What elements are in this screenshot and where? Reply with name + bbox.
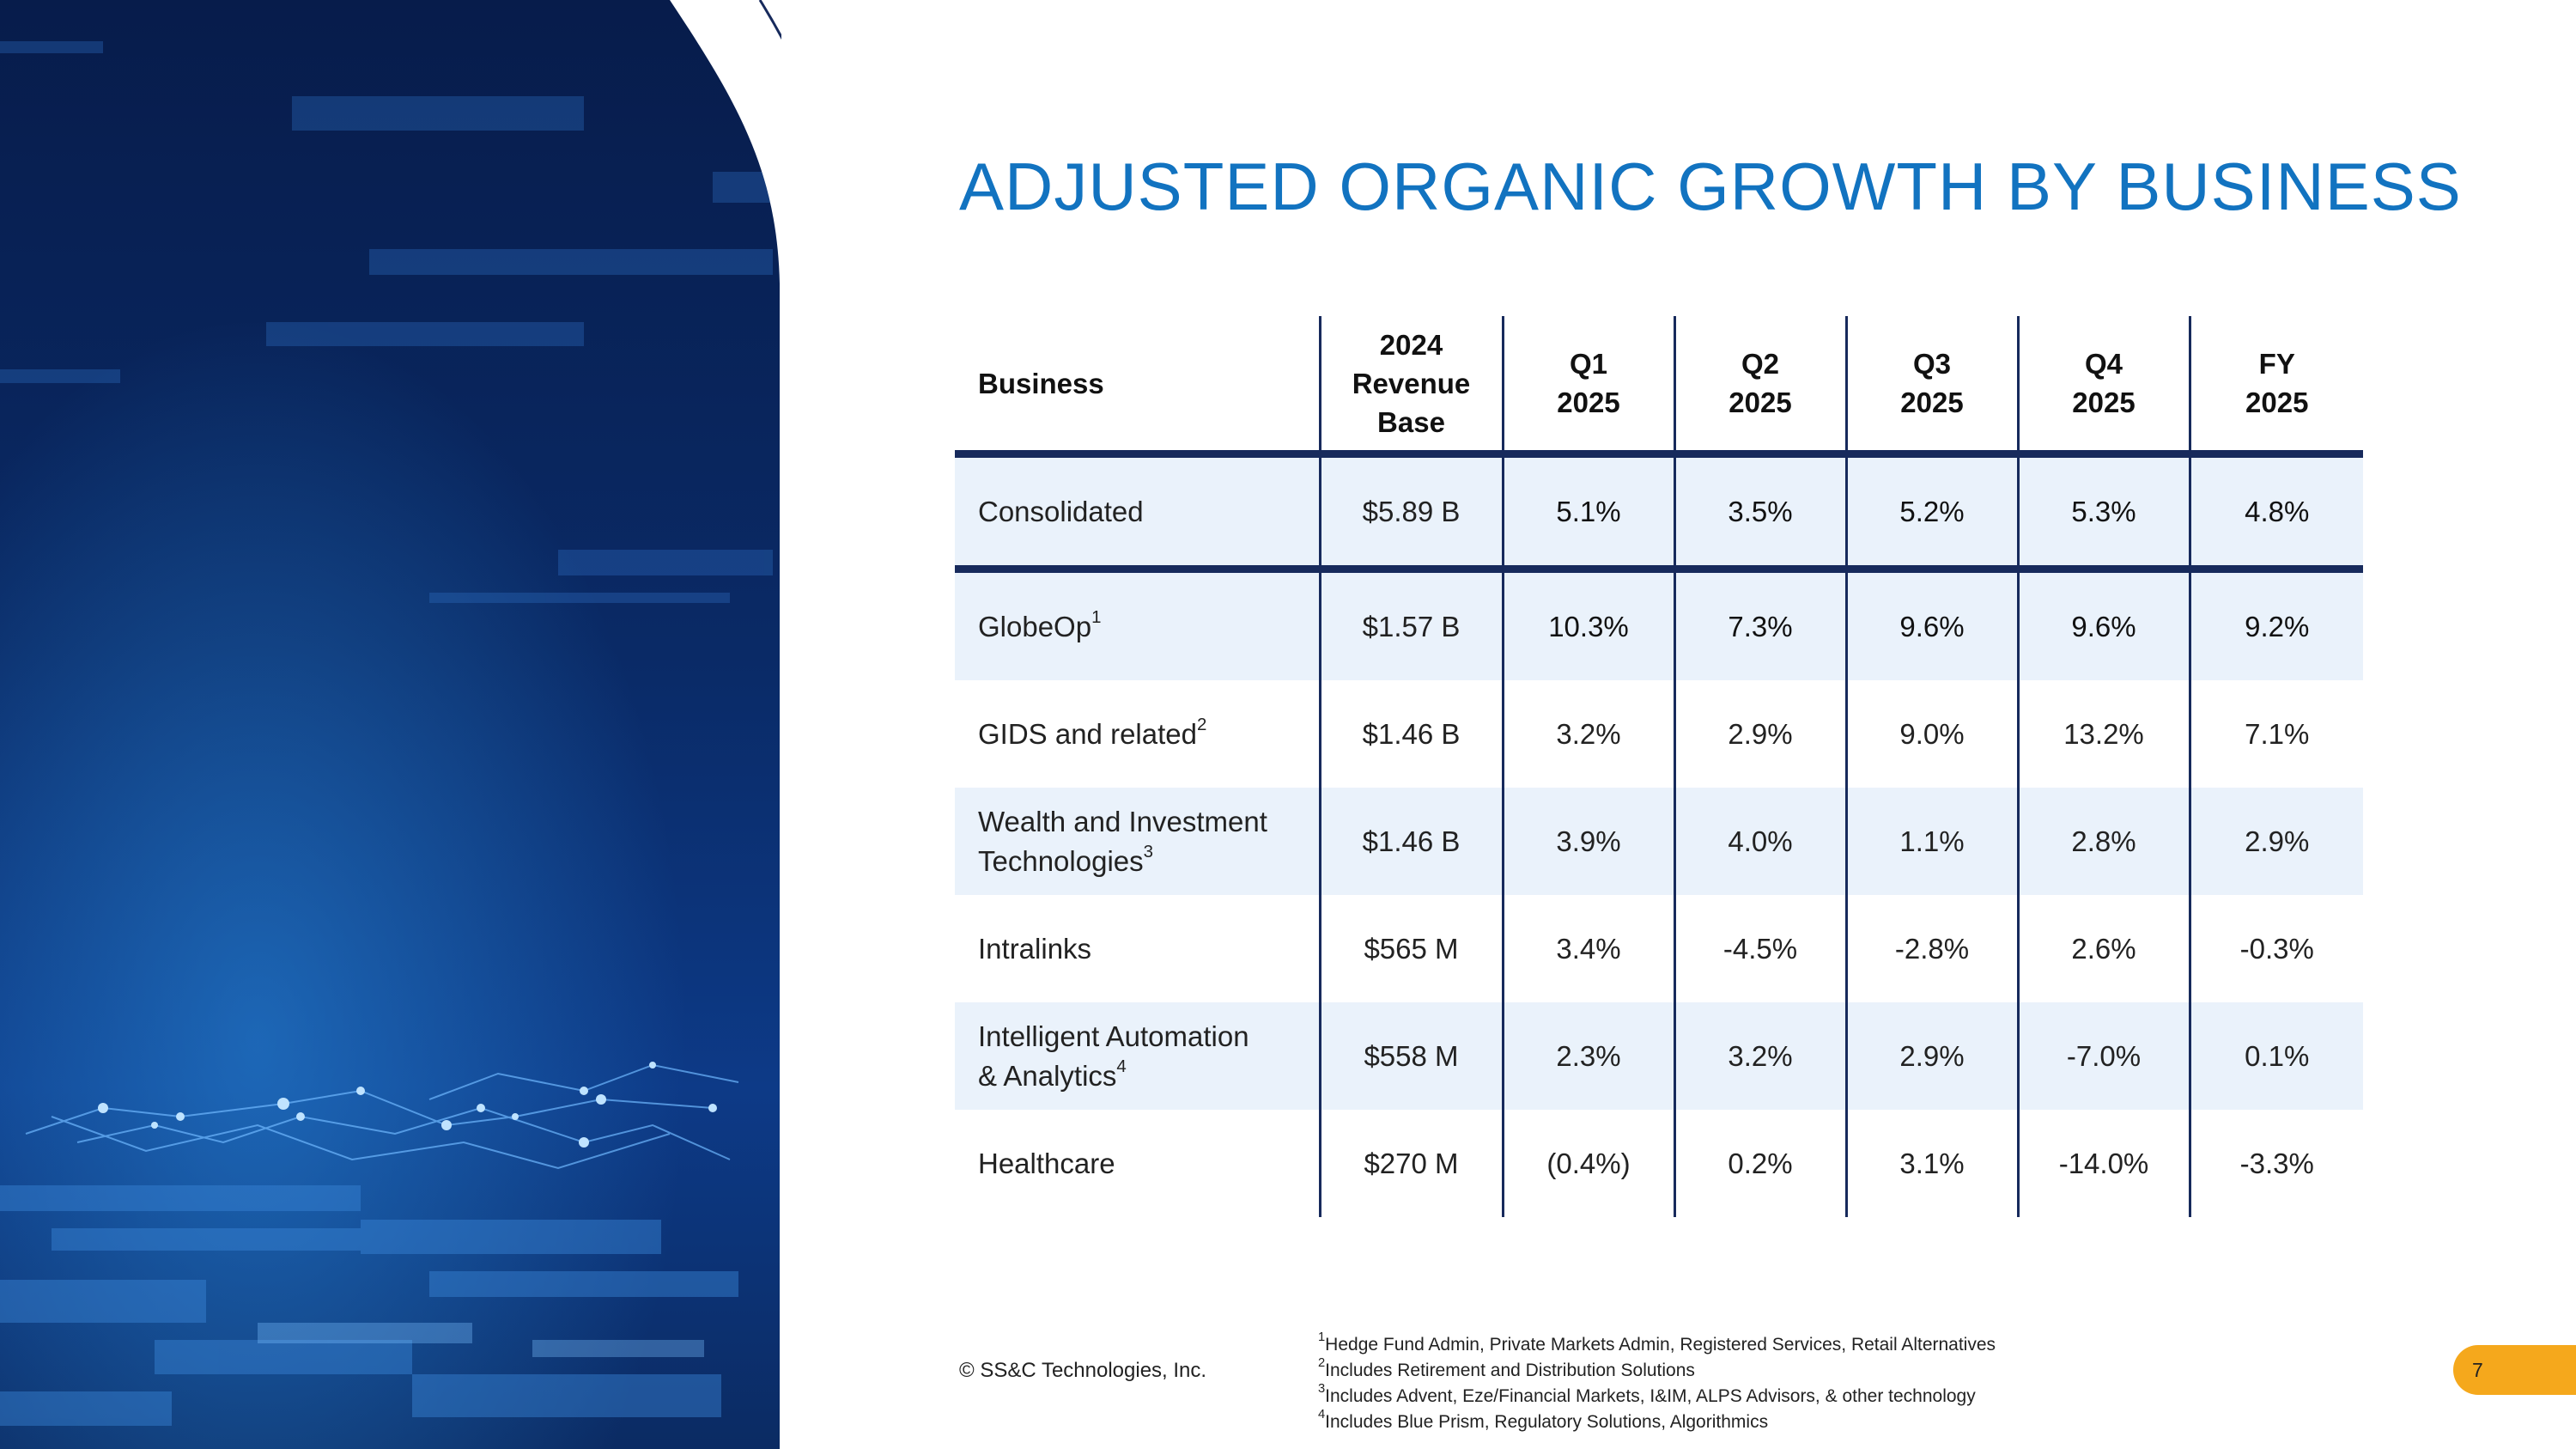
q2-cell: -4.5% xyxy=(1673,895,1846,1002)
table-row-consolidated: Consolidated $5.89 B 5.1% 3.5% 5.2% 5.3%… xyxy=(955,454,2363,573)
q3-cell: 3.1% xyxy=(1844,1110,2018,1217)
header-q1: Q1 2025 xyxy=(1501,316,1674,458)
table-row-healthcare: Healthcare $270 M (0.4%) 0.2% 3.1% -14.0… xyxy=(955,1110,2363,1217)
business-name: Intelligent Automation & Analytics4 xyxy=(955,1002,1320,1110)
q1-cell: 3.2% xyxy=(1501,680,1674,788)
table-row-intelligent-automation: Intelligent Automation & Analytics4 $558 … xyxy=(955,1002,2363,1110)
footnote-3: 3Includes Advent, Eze/Financial Markets,… xyxy=(1318,1382,1976,1406)
business-name: GIDS and related2 xyxy=(978,715,1207,750)
q4-cell: 2.6% xyxy=(2016,895,2190,1002)
footnote-ref: 2 xyxy=(1196,715,1207,735)
copyright-notice: © SS&C Technologies, Inc. xyxy=(959,1359,1207,1382)
revenue-base-cell: $1.46 B xyxy=(1318,680,1503,788)
fy-cell: -0.3% xyxy=(2188,895,2363,1002)
q3-cell: 1.1% xyxy=(1844,788,2018,895)
page-number-badge: 7 xyxy=(2453,1345,2576,1395)
slide-title: ADJUSTED ORGANIC GROWTH BY BUSINESS xyxy=(959,149,2462,224)
header-fy: FY 2025 xyxy=(2188,316,2363,458)
footnote-ref: 4 xyxy=(1116,1056,1127,1077)
revenue-base-cell: $270 M xyxy=(1318,1110,1503,1217)
q2-cell: 7.3% xyxy=(1673,569,1846,680)
q4-cell: 13.2% xyxy=(2016,680,2190,788)
footnote-ref: 3 xyxy=(1143,842,1154,862)
footnote-4: 4Includes Blue Prism, Regulatory Solutio… xyxy=(1318,1408,1769,1432)
q1-cell: (0.4%) xyxy=(1501,1110,1674,1217)
revenue-base-cell: $1.57 B xyxy=(1318,569,1503,680)
table-row-globeop: GlobeOp1 $1.57 B 10.3% 7.3% 9.6% 9.6% 9.… xyxy=(955,569,2363,680)
business-name: Intralinks xyxy=(978,932,1092,965)
header-q4: Q4 2025 xyxy=(2016,316,2190,458)
q2-cell: 3.2% xyxy=(1673,1002,1846,1110)
hero-graphic xyxy=(0,0,781,1449)
table-row-wealth-investment: Wealth and Investment Technologies3 $1.46… xyxy=(955,788,2363,895)
q1-cell: 5.1% xyxy=(1501,454,1674,573)
business-name: Healthcare xyxy=(978,1147,1115,1179)
hero-image xyxy=(0,0,781,1449)
table-header-row: Business 2024 Revenue Base Q1 2025 Q2 2025… xyxy=(955,316,2363,458)
footnotes: 1Hedge Fund Admin, Private Markets Admin… xyxy=(1318,1330,1996,1435)
growth-table-container: Business 2024 Revenue Base Q1 2025 Q2 2025… xyxy=(955,316,2363,1217)
page-number: 7 xyxy=(2472,1359,2483,1381)
footnote-2: 2Includes Retirement and Distribution So… xyxy=(1318,1356,1695,1380)
fy-cell: 2.9% xyxy=(2188,788,2363,895)
q4-cell: 2.8% xyxy=(2016,788,2190,895)
q1-cell: 2.3% xyxy=(1501,1002,1674,1110)
business-name: Consolidated xyxy=(955,454,1320,573)
table-row-intralinks: Intralinks $565 M 3.4% -4.5% -2.8% 2.6% … xyxy=(955,895,2363,1002)
q4-cell: 5.3% xyxy=(2016,454,2190,573)
revenue-base-cell: $565 M xyxy=(1318,895,1503,1002)
header-q2: Q2 2025 xyxy=(1673,316,1846,458)
revenue-base-cell: $1.46 B xyxy=(1318,788,1503,895)
q3-cell: 5.2% xyxy=(1844,454,2018,573)
footnote-1: 1Hedge Fund Admin, Private Markets Admin… xyxy=(1318,1330,1996,1355)
q1-cell: 10.3% xyxy=(1501,569,1674,680)
q2-cell: 4.0% xyxy=(1673,788,1846,895)
fy-cell: 9.2% xyxy=(2188,569,2363,680)
business-name: Wealth and Investment Technologies3 xyxy=(955,788,1320,895)
revenue-base-cell: $5.89 B xyxy=(1318,454,1503,573)
header-business: Business xyxy=(955,316,1320,458)
q3-cell: -2.8% xyxy=(1844,895,2018,1002)
fy-cell: 4.8% xyxy=(2188,454,2363,573)
q2-cell: 0.2% xyxy=(1673,1110,1846,1217)
q3-cell: 2.9% xyxy=(1844,1002,2018,1110)
q4-cell: 9.6% xyxy=(2016,569,2190,680)
q3-cell: 9.0% xyxy=(1844,680,2018,788)
fy-cell: 0.1% xyxy=(2188,1002,2363,1110)
q1-cell: 3.9% xyxy=(1501,788,1674,895)
footnote-ref: 1 xyxy=(1091,607,1102,628)
revenue-base-cell: $558 M xyxy=(1318,1002,1503,1110)
q1-cell: 3.4% xyxy=(1501,895,1674,1002)
table-row-gids: GIDS and related2 $1.46 B 3.2% 2.9% 9.0%… xyxy=(955,680,2363,788)
header-revenue-base: 2024 Revenue Base xyxy=(1318,316,1503,458)
q4-cell: -7.0% xyxy=(2016,1002,2190,1110)
q2-cell: 2.9% xyxy=(1673,680,1846,788)
header-q3: Q3 2025 xyxy=(1844,316,2018,458)
q3-cell: 9.6% xyxy=(1844,569,2018,680)
business-name: GlobeOp1 xyxy=(955,569,1320,680)
q2-cell: 3.5% xyxy=(1673,454,1846,573)
fy-cell: -3.3% xyxy=(2188,1110,2363,1217)
growth-table: Business 2024 Revenue Base Q1 2025 Q2 2025… xyxy=(955,316,2363,1217)
q4-cell: -14.0% xyxy=(2016,1110,2190,1217)
fy-cell: 7.1% xyxy=(2188,680,2363,788)
